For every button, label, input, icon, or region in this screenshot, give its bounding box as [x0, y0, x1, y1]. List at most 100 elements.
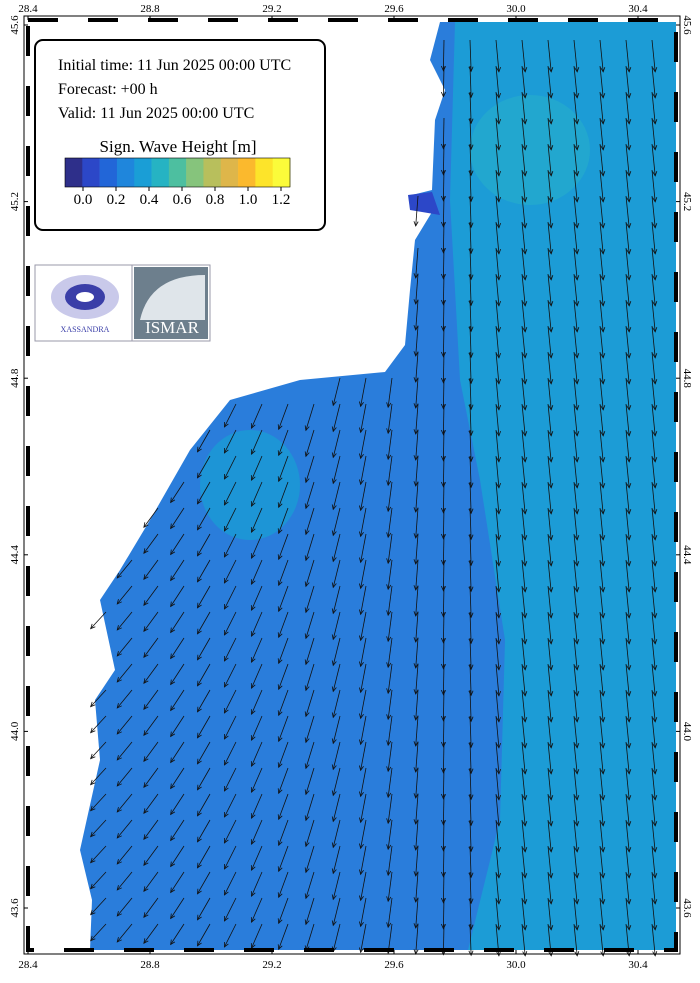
arrow-shaft: [573, 663, 578, 696]
arrow-head: [250, 683, 256, 690]
arrow-shaft: [442, 169, 445, 201]
arrow-head: [548, 170, 554, 177]
arrow-shaft: [521, 221, 526, 254]
arrow-head: [197, 732, 202, 739]
arrow-shaft: [599, 845, 604, 878]
arrow-shaft: [170, 715, 185, 737]
arrow-head: [522, 430, 528, 437]
arrow-shaft: [599, 481, 604, 514]
arrow-head: [522, 196, 528, 203]
arrow-head: [522, 248, 528, 255]
arrow-head: [440, 845, 446, 852]
arrow-shaft: [625, 845, 630, 878]
arrow-head: [600, 92, 606, 99]
arrow-shaft: [651, 585, 656, 618]
arrow-head: [548, 66, 554, 73]
arrow-shaft: [251, 455, 263, 481]
arrow-head: [548, 638, 554, 645]
arrow-shaft: [387, 585, 393, 616]
arrow-shaft: [251, 585, 263, 611]
arrow-head: [386, 740, 392, 747]
arrow-shaft: [224, 689, 237, 714]
arrow-shaft: [415, 871, 419, 902]
arrow-shaft: [415, 507, 419, 538]
arrow-shaft: [547, 559, 552, 592]
arrow-shaft: [116, 897, 133, 917]
arrow-head: [224, 629, 229, 636]
arrow-head: [652, 560, 658, 567]
arrow-head: [626, 612, 632, 619]
arrow-head: [468, 898, 474, 905]
arrow-shaft: [332, 429, 341, 458]
arrow-shaft: [143, 767, 159, 788]
arrow-head: [548, 716, 554, 723]
arrow-head: [496, 352, 502, 359]
arrow-head: [170, 757, 176, 764]
arrow-head: [386, 428, 392, 435]
arrow-head: [386, 480, 392, 487]
arrow-shaft: [547, 299, 552, 332]
arrow-shaft: [521, 819, 526, 852]
arrow-shaft: [442, 195, 445, 227]
arrow-shaft: [573, 689, 578, 722]
arrow-shaft: [573, 845, 578, 878]
arrow-head: [304, 477, 310, 484]
arrow-head: [143, 600, 149, 606]
arrow-shaft: [625, 637, 630, 670]
arrow-head: [600, 664, 606, 671]
arrow-shaft: [651, 39, 656, 72]
arrow-head: [358, 557, 364, 564]
arrow-head: [224, 811, 229, 818]
arrow-head: [548, 222, 554, 229]
colorbar-label: 0.0: [74, 192, 93, 208]
arrow-head: [548, 950, 554, 957]
arrow-head: [574, 456, 580, 463]
arrow-shaft: [442, 793, 445, 825]
arrow-head: [468, 274, 474, 281]
arrow-shaft: [305, 637, 315, 665]
arrow-shaft: [387, 741, 393, 772]
arrow-shaft: [415, 247, 419, 278]
arrow-head: [413, 351, 419, 357]
arrow-head: [143, 938, 149, 944]
arrow-head: [224, 681, 229, 688]
arrow-shaft: [521, 377, 526, 410]
arrow-head: [413, 715, 419, 721]
arrow-head: [250, 501, 256, 508]
arrow-shaft: [469, 377, 472, 410]
arrow-shaft: [599, 611, 604, 644]
arrow-head: [440, 65, 446, 72]
arrow-head: [440, 559, 446, 566]
arrow-shaft: [495, 689, 500, 722]
arrow-shaft: [305, 585, 315, 613]
arrow-shaft: [251, 403, 263, 429]
arrow-shaft: [495, 897, 500, 930]
arrow-shaft: [143, 611, 159, 632]
arrow-head: [652, 222, 658, 229]
arrow-head: [574, 768, 580, 775]
arrow-head: [331, 478, 337, 485]
arrow-shaft: [651, 117, 656, 150]
arrow-head: [250, 709, 256, 716]
arrow-head: [277, 918, 283, 925]
lon-label: 29.2: [262, 959, 281, 971]
arrow-shaft: [442, 351, 445, 383]
arrow-head: [548, 508, 554, 515]
arrow-shaft: [469, 299, 472, 332]
arrow-shaft: [495, 403, 500, 436]
arrow-head: [522, 352, 528, 359]
arrow-shaft: [625, 767, 630, 800]
arrow-head: [116, 572, 122, 579]
arrow-head: [304, 815, 310, 822]
arrow-shaft: [332, 481, 341, 510]
arrow-head: [574, 326, 580, 333]
arrow-shaft: [573, 247, 578, 280]
arrow-head: [496, 664, 502, 671]
arrow-shaft: [547, 273, 552, 306]
arrow-shaft: [360, 585, 367, 615]
arrow-head: [574, 66, 580, 73]
arrow-head: [652, 92, 658, 99]
arrow-shaft: [116, 585, 133, 605]
arrow-head: [331, 400, 337, 407]
arrow-head: [626, 274, 632, 281]
